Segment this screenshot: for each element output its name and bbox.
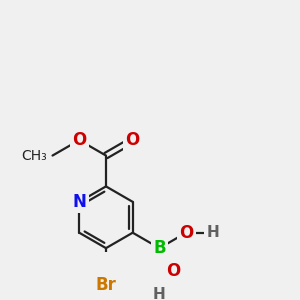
Text: N: N (72, 193, 86, 211)
Text: O: O (166, 262, 180, 280)
Text: Br: Br (95, 276, 116, 294)
Text: B: B (153, 239, 166, 257)
Text: CH₃: CH₃ (21, 148, 47, 163)
Text: O: O (179, 224, 193, 242)
Text: H: H (206, 225, 219, 240)
Text: O: O (126, 131, 140, 149)
Text: O: O (72, 131, 86, 149)
Text: H: H (153, 287, 166, 300)
